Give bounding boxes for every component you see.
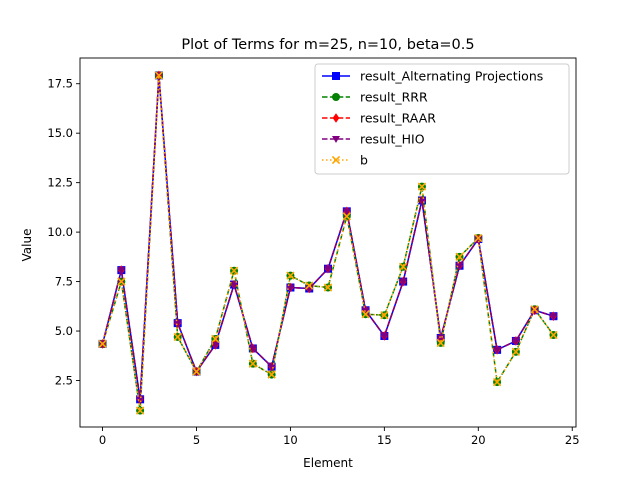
legend-marker	[331, 155, 341, 165]
data-point	[173, 320, 182, 328]
y-tick-label: 12.5	[47, 176, 73, 190]
data-point	[398, 262, 408, 271]
data-point	[98, 339, 107, 349]
legend-marker	[332, 72, 340, 80]
data-point	[549, 330, 558, 340]
y-tick-label: 7.5	[55, 275, 73, 289]
data-point	[417, 197, 426, 205]
legend-marker	[332, 93, 340, 101]
axes: 0 5 10 15 20 25 2.5 5.0 7.5 10.0 12.5 15.0 17.5	[47, 57, 580, 447]
data-point	[324, 265, 332, 273]
legend-item: result_HIO	[322, 132, 425, 147]
legend: result_Alternating Projections result_RRR…	[314, 63, 570, 175]
data-point	[380, 332, 389, 340]
data-point	[230, 281, 239, 289]
legend-label: result_HIO	[360, 132, 425, 147]
data-point	[361, 310, 370, 319]
data-point	[492, 377, 502, 387]
data-point	[211, 334, 220, 344]
data-point	[305, 281, 314, 290]
y-tick-label: 17.5	[47, 77, 73, 91]
y-tick-label: 10.0	[47, 225, 73, 239]
data-point	[455, 252, 464, 262]
y-axis-label: Value	[20, 229, 34, 262]
data-point	[286, 271, 295, 280]
data-point	[380, 311, 389, 320]
data-point	[493, 346, 502, 354]
y-tick-label: 15.0	[47, 126, 73, 140]
data-point	[530, 307, 539, 315]
data-point	[154, 71, 164, 80]
data-point	[342, 208, 351, 216]
legend-item: result_Alternating Projections	[322, 69, 543, 84]
data-point	[549, 313, 558, 321]
legend-item: b	[322, 153, 368, 168]
legend-marker	[332, 136, 340, 143]
plot-area	[98, 70, 558, 415]
data-point	[136, 396, 145, 404]
legend-box	[314, 63, 570, 175]
data-point	[323, 283, 333, 292]
x-tick-label: 10	[283, 433, 298, 447]
data-point	[286, 284, 295, 292]
legend-marker	[332, 113, 340, 123]
data-point	[474, 233, 483, 243]
series-5	[98, 71, 558, 415]
data-point	[135, 406, 145, 415]
data-point	[530, 305, 539, 314]
x-tick-label: 5	[193, 433, 200, 447]
data-point	[399, 278, 408, 286]
x-tick-label: 20	[471, 433, 486, 447]
x-tick-label: 0	[99, 433, 106, 447]
data-point	[417, 182, 427, 191]
data-point	[436, 338, 445, 348]
x-axis: 0 5 10 15 20 25	[99, 427, 580, 447]
data-point	[117, 267, 126, 275]
axes-frame	[79, 57, 577, 428]
x-tick-label: 15	[377, 433, 392, 447]
chart-title: Plot of Terms for m=25, n=10, beta=0.5	[181, 37, 474, 53]
legend-label: result_RAAR	[360, 111, 436, 126]
y-axis: 2.5 5.0 7.5 10.0 12.5 15.0 17.5	[47, 77, 80, 388]
legend-label: result_RRR	[360, 90, 428, 105]
data-point	[267, 363, 276, 371]
legend-label: b	[360, 153, 368, 168]
data-point	[248, 359, 258, 368]
legend-label: result_Alternating Projections	[360, 69, 543, 84]
data-point	[248, 345, 257, 353]
data-point	[511, 347, 521, 356]
legend-item: result_RAAR	[322, 111, 436, 126]
data-point	[474, 236, 483, 244]
data-point	[511, 337, 520, 345]
legend-item: result_RRR	[322, 90, 428, 105]
y-tick-label: 5.0	[55, 324, 73, 338]
data-point	[455, 262, 464, 270]
x-tick-label: 25	[565, 433, 580, 447]
y-tick-label: 2.5	[55, 374, 73, 388]
data-point	[173, 332, 182, 342]
data-point	[342, 212, 351, 221]
x-axis-label: Element	[303, 456, 353, 470]
data-point	[229, 266, 239, 275]
data-point	[117, 277, 126, 286]
data-point	[267, 370, 276, 379]
data-point	[192, 367, 201, 376]
